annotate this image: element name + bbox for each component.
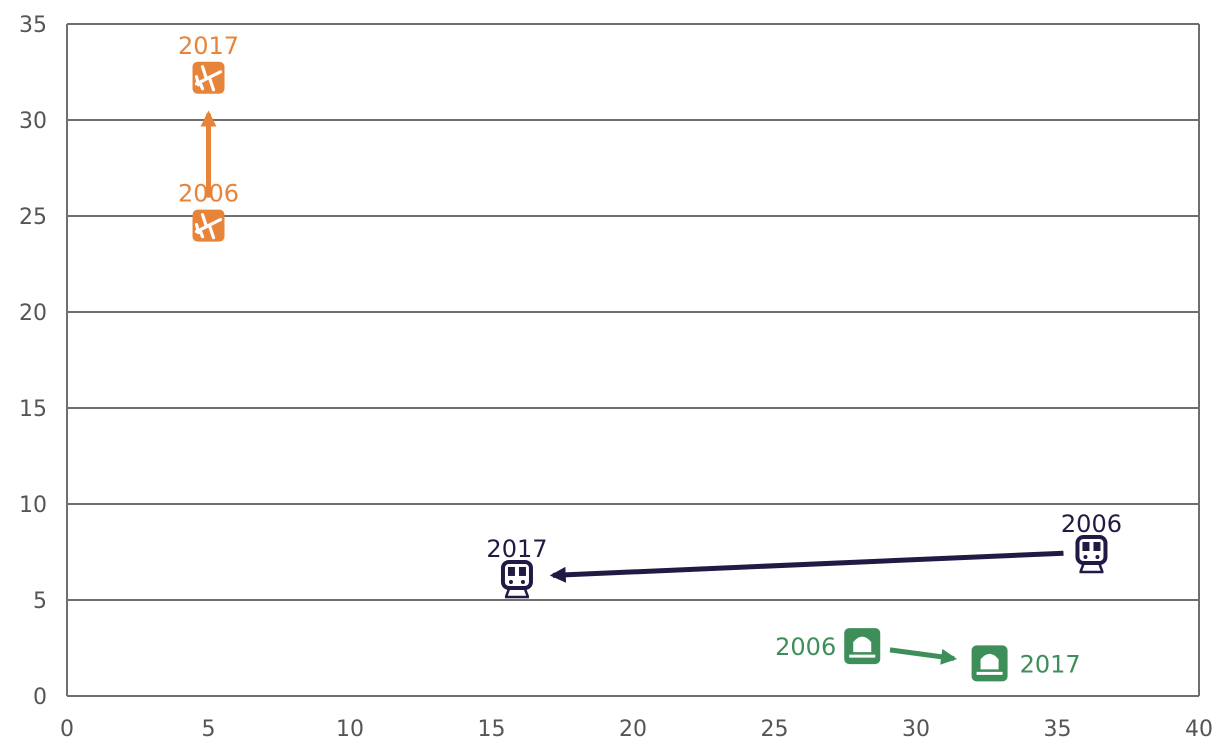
y-tick-label: 20 xyxy=(19,301,47,326)
grid-lines xyxy=(67,23,1199,697)
train-icon-window xyxy=(1082,542,1090,551)
train-icon-tracks xyxy=(504,588,530,599)
train-icon-body xyxy=(500,559,533,590)
train-icon-point: 2017 xyxy=(486,535,548,599)
bus-icon-point: 2006 xyxy=(775,628,881,665)
x-tick-label: 40 xyxy=(1185,717,1213,742)
train-icon-light xyxy=(520,579,525,584)
point-label: 2017 xyxy=(1020,650,1081,678)
y-tick-label: 15 xyxy=(19,397,47,422)
tick-labels: 0 5 10 15 20 25 30 35 0 5 10 15 20 25 30 35 40 xyxy=(19,13,1213,742)
train-icon-point: 2006 xyxy=(1061,510,1122,574)
x-tick-label: 35 xyxy=(1044,717,1072,742)
data-marks: 2006 2017 2006 2017 2006 2017 xyxy=(178,32,1122,682)
series-airplane: 2006 2017 xyxy=(178,32,239,242)
y-tick-label: 10 xyxy=(19,493,47,518)
bus-icon-glyph xyxy=(853,636,872,653)
y-tick-label: 25 xyxy=(19,205,47,230)
train-icon-light xyxy=(1095,555,1100,559)
y-tick-label: 35 xyxy=(19,13,47,38)
point-label: 2006 xyxy=(775,633,836,661)
bus-icon-point: 2017 xyxy=(971,645,1081,682)
y-tick-label: 5 xyxy=(33,589,47,614)
x-tick-label: 15 xyxy=(478,717,506,742)
y-tick-label: 0 xyxy=(33,685,47,710)
train-icon-window xyxy=(518,566,526,576)
airplane-icon-point: 2006 xyxy=(178,180,239,242)
train-icon-body xyxy=(1075,535,1108,565)
y-tick-label: 30 xyxy=(19,109,47,134)
airplane-icon-point: 2017 xyxy=(178,32,239,94)
change-arrow xyxy=(549,550,1064,583)
train-icon-light xyxy=(508,579,513,584)
point-label: 2006 xyxy=(1061,510,1122,538)
airplane-icon-glyph xyxy=(194,213,223,240)
point-label: 2017 xyxy=(178,32,239,60)
series-train: 2006 2017 xyxy=(486,510,1122,599)
change-arrow xyxy=(889,647,958,665)
train-icon-tracks xyxy=(1079,563,1104,574)
train-icon-window xyxy=(507,566,515,576)
series-bus: 2006 2017 xyxy=(775,628,1081,682)
x-tick-label: 10 xyxy=(336,717,364,742)
bus-icon-glyph xyxy=(980,653,999,670)
x-tick-label: 0 xyxy=(60,717,74,742)
airplane-icon-glyph xyxy=(194,65,223,92)
x-tick-label: 20 xyxy=(619,717,647,742)
train-icon-window xyxy=(1093,542,1101,551)
point-label: 2006 xyxy=(178,180,239,208)
point-label: 2017 xyxy=(486,535,547,563)
x-tick-label: 5 xyxy=(202,717,216,742)
axes xyxy=(66,24,1200,696)
train-icon-light xyxy=(1083,555,1088,559)
x-tick-label: 25 xyxy=(761,717,789,742)
x-tick-label: 30 xyxy=(902,717,930,742)
